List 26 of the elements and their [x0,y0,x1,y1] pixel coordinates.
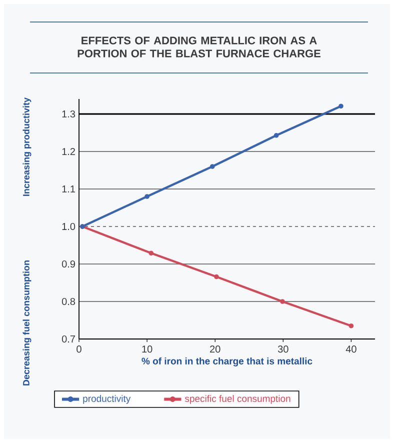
x-axis-title: % of iron in the charge that is metallic [142,357,312,366]
x-tick-label: 0 [76,346,82,353]
point [280,299,285,304]
y-tick-label: 1.2 [62,148,75,155]
x-tick-label: 10 [142,346,152,353]
y-tick-label: 1.0 [62,222,76,230]
point [210,164,215,169]
point [274,132,279,138]
point [348,323,354,328]
x-tick-label: 20 [210,346,220,353]
point [148,250,154,256]
text: Decreasing fuel consumption [22,260,32,386]
y-tick-label: 1.1 [62,186,75,192]
y-tick-label: 0.8 [62,298,76,306]
x-tick-label: 30 [278,346,288,353]
y-tick-label: 0.9 [62,260,76,268]
x-tick-label: 40 [346,346,356,353]
point [214,274,219,280]
legend-label: productivity [83,394,131,404]
y-tick-label: 1.3 [62,110,76,118]
point [338,104,344,109]
y-axis-title: Increasing productivity [22,98,32,196]
point [144,194,150,199]
y-tick-label: 0.7 [62,335,75,343]
chart-title: EFFECTS OF ADDING METALLIC IRON AS A PORTION OF THE BLAST FURNACE CHARGE [78,36,320,58]
legend-label: specific fuel consumption [184,394,290,404]
